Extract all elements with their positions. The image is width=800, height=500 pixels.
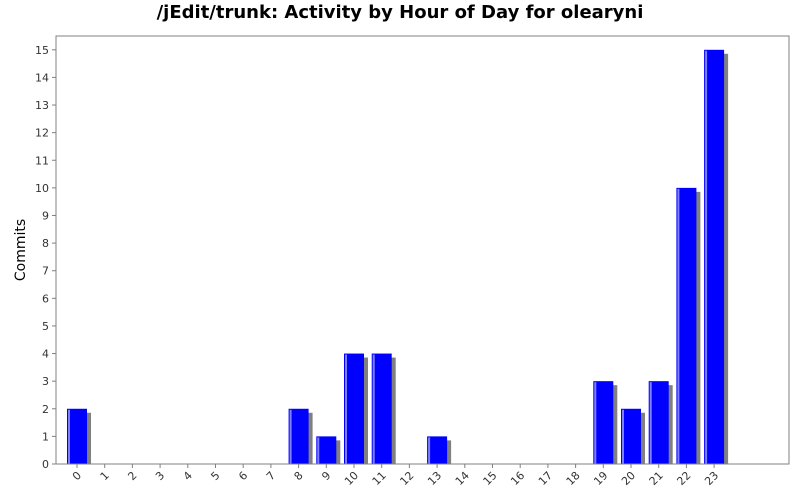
y-tick-label: 2 <box>42 403 49 416</box>
x-tick-label: 5 <box>208 469 222 483</box>
x-tick-label: 3 <box>153 469 167 483</box>
bar-highlight <box>372 354 375 464</box>
bar-highlight <box>428 437 431 464</box>
bar-highlight <box>68 409 70 464</box>
bar-highlight <box>317 437 320 464</box>
y-tick-label: 0 <box>42 458 49 471</box>
bar <box>288 408 309 464</box>
x-tick-label: 23 <box>702 469 721 488</box>
bar <box>316 436 337 464</box>
x-tick-label: 12 <box>397 469 416 488</box>
x-tick-label: 8 <box>292 469 306 483</box>
y-axis-label: Commits <box>13 219 29 281</box>
x-tick-label: 16 <box>508 469 527 488</box>
bar <box>427 436 448 464</box>
y-tick-label: 1 <box>42 430 49 443</box>
x-tick-label: 21 <box>647 469 666 488</box>
bar <box>648 381 669 464</box>
x-tick-label: 11 <box>370 469 389 488</box>
axes <box>52 36 789 468</box>
bar <box>67 408 87 464</box>
bar <box>593 381 614 464</box>
bar <box>676 187 697 464</box>
x-tick-label: 10 <box>342 469 361 488</box>
y-tick-label: 10 <box>35 182 49 195</box>
x-tick-label: 9 <box>319 469 333 483</box>
bar-highlight <box>345 354 347 464</box>
x-tick-label: 19 <box>591 469 610 488</box>
chart-title: /jEdit/trunk: Activity by Hour of Day fo… <box>156 2 644 23</box>
y-tick-label: 9 <box>42 209 49 222</box>
y-tick-label: 3 <box>42 375 49 388</box>
bar <box>621 408 641 464</box>
x-tick-label: 0 <box>70 469 84 483</box>
y-tick-label: 7 <box>42 265 49 278</box>
y-tick-label: 13 <box>35 99 49 112</box>
x-tick-label: 22 <box>674 469 693 488</box>
y-tick-label: 4 <box>42 348 49 361</box>
y-tick-label: 8 <box>42 237 49 250</box>
y-tick-label: 11 <box>35 154 49 167</box>
x-tick-label: 7 <box>264 469 278 483</box>
bar-highlight <box>649 382 652 464</box>
bar-highlight <box>594 382 597 464</box>
x-tick-label: 4 <box>181 469 195 483</box>
y-tick-label: 15 <box>35 44 49 57</box>
x-tick-label: 20 <box>619 469 638 488</box>
bar <box>344 353 364 464</box>
bar <box>704 49 725 464</box>
y-tick-label: 14 <box>35 71 49 84</box>
y-tick-label: 5 <box>42 320 49 333</box>
bar <box>371 353 392 464</box>
bar-highlight <box>705 50 708 464</box>
x-tick-label: 2 <box>125 469 139 483</box>
x-tick-label: 17 <box>536 469 555 488</box>
bar-highlight <box>622 409 624 464</box>
bars <box>67 49 725 464</box>
bar-highlight <box>677 188 680 464</box>
x-tick-label: 13 <box>425 469 444 488</box>
x-tick-label: 18 <box>564 469 583 488</box>
x-tick-label: 1 <box>98 469 112 483</box>
x-tick-label: 6 <box>236 469 250 483</box>
y-tick-label: 6 <box>42 292 49 305</box>
bar-highlight <box>289 409 292 464</box>
x-tick-label: 14 <box>453 469 472 488</box>
y-tick-label: 12 <box>35 127 49 140</box>
x-tick-label: 15 <box>481 469 500 488</box>
